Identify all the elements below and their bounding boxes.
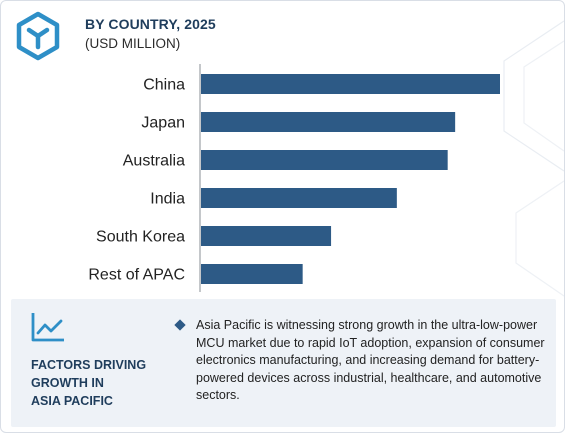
factors-title-line: ASIA PACIFIC bbox=[31, 394, 113, 408]
bar bbox=[201, 188, 397, 208]
category-label: India bbox=[150, 191, 185, 208]
background-line-decoration bbox=[503, 20, 564, 297]
category-label: China bbox=[143, 77, 185, 94]
chart-subtitle: (USD MILLION) bbox=[85, 36, 181, 51]
category-label: Australia bbox=[123, 153, 185, 170]
bar bbox=[201, 112, 456, 132]
bar bbox=[201, 150, 448, 170]
category-label: South Korea bbox=[96, 229, 185, 246]
factors-title: FACTORS DRIVING GROWTH IN ASIA PACIFIC bbox=[31, 356, 181, 410]
cube-icon bbox=[16, 11, 60, 61]
bar-chart: China Japan Australia India South Korea Rest … bbox=[88, 64, 500, 292]
chart-title: BY COUNTRY, 2025 bbox=[85, 16, 216, 32]
factors-title-line: FACTORS DRIVING bbox=[31, 358, 147, 372]
bar bbox=[201, 264, 303, 284]
factors-panel: FACTORS DRIVING GROWTH IN ASIA PACIFIC A… bbox=[11, 299, 556, 427]
diamond-bullet-icon bbox=[174, 319, 186, 331]
category-label: Rest of APAC bbox=[88, 267, 185, 284]
bar bbox=[201, 74, 500, 94]
trend-line-icon bbox=[31, 313, 64, 342]
factors-description: Asia Pacific is witnessing strong growth… bbox=[196, 318, 545, 402]
factors-title-line: GROWTH IN bbox=[31, 376, 104, 390]
category-label: Japan bbox=[141, 115, 185, 132]
bar bbox=[201, 226, 332, 246]
